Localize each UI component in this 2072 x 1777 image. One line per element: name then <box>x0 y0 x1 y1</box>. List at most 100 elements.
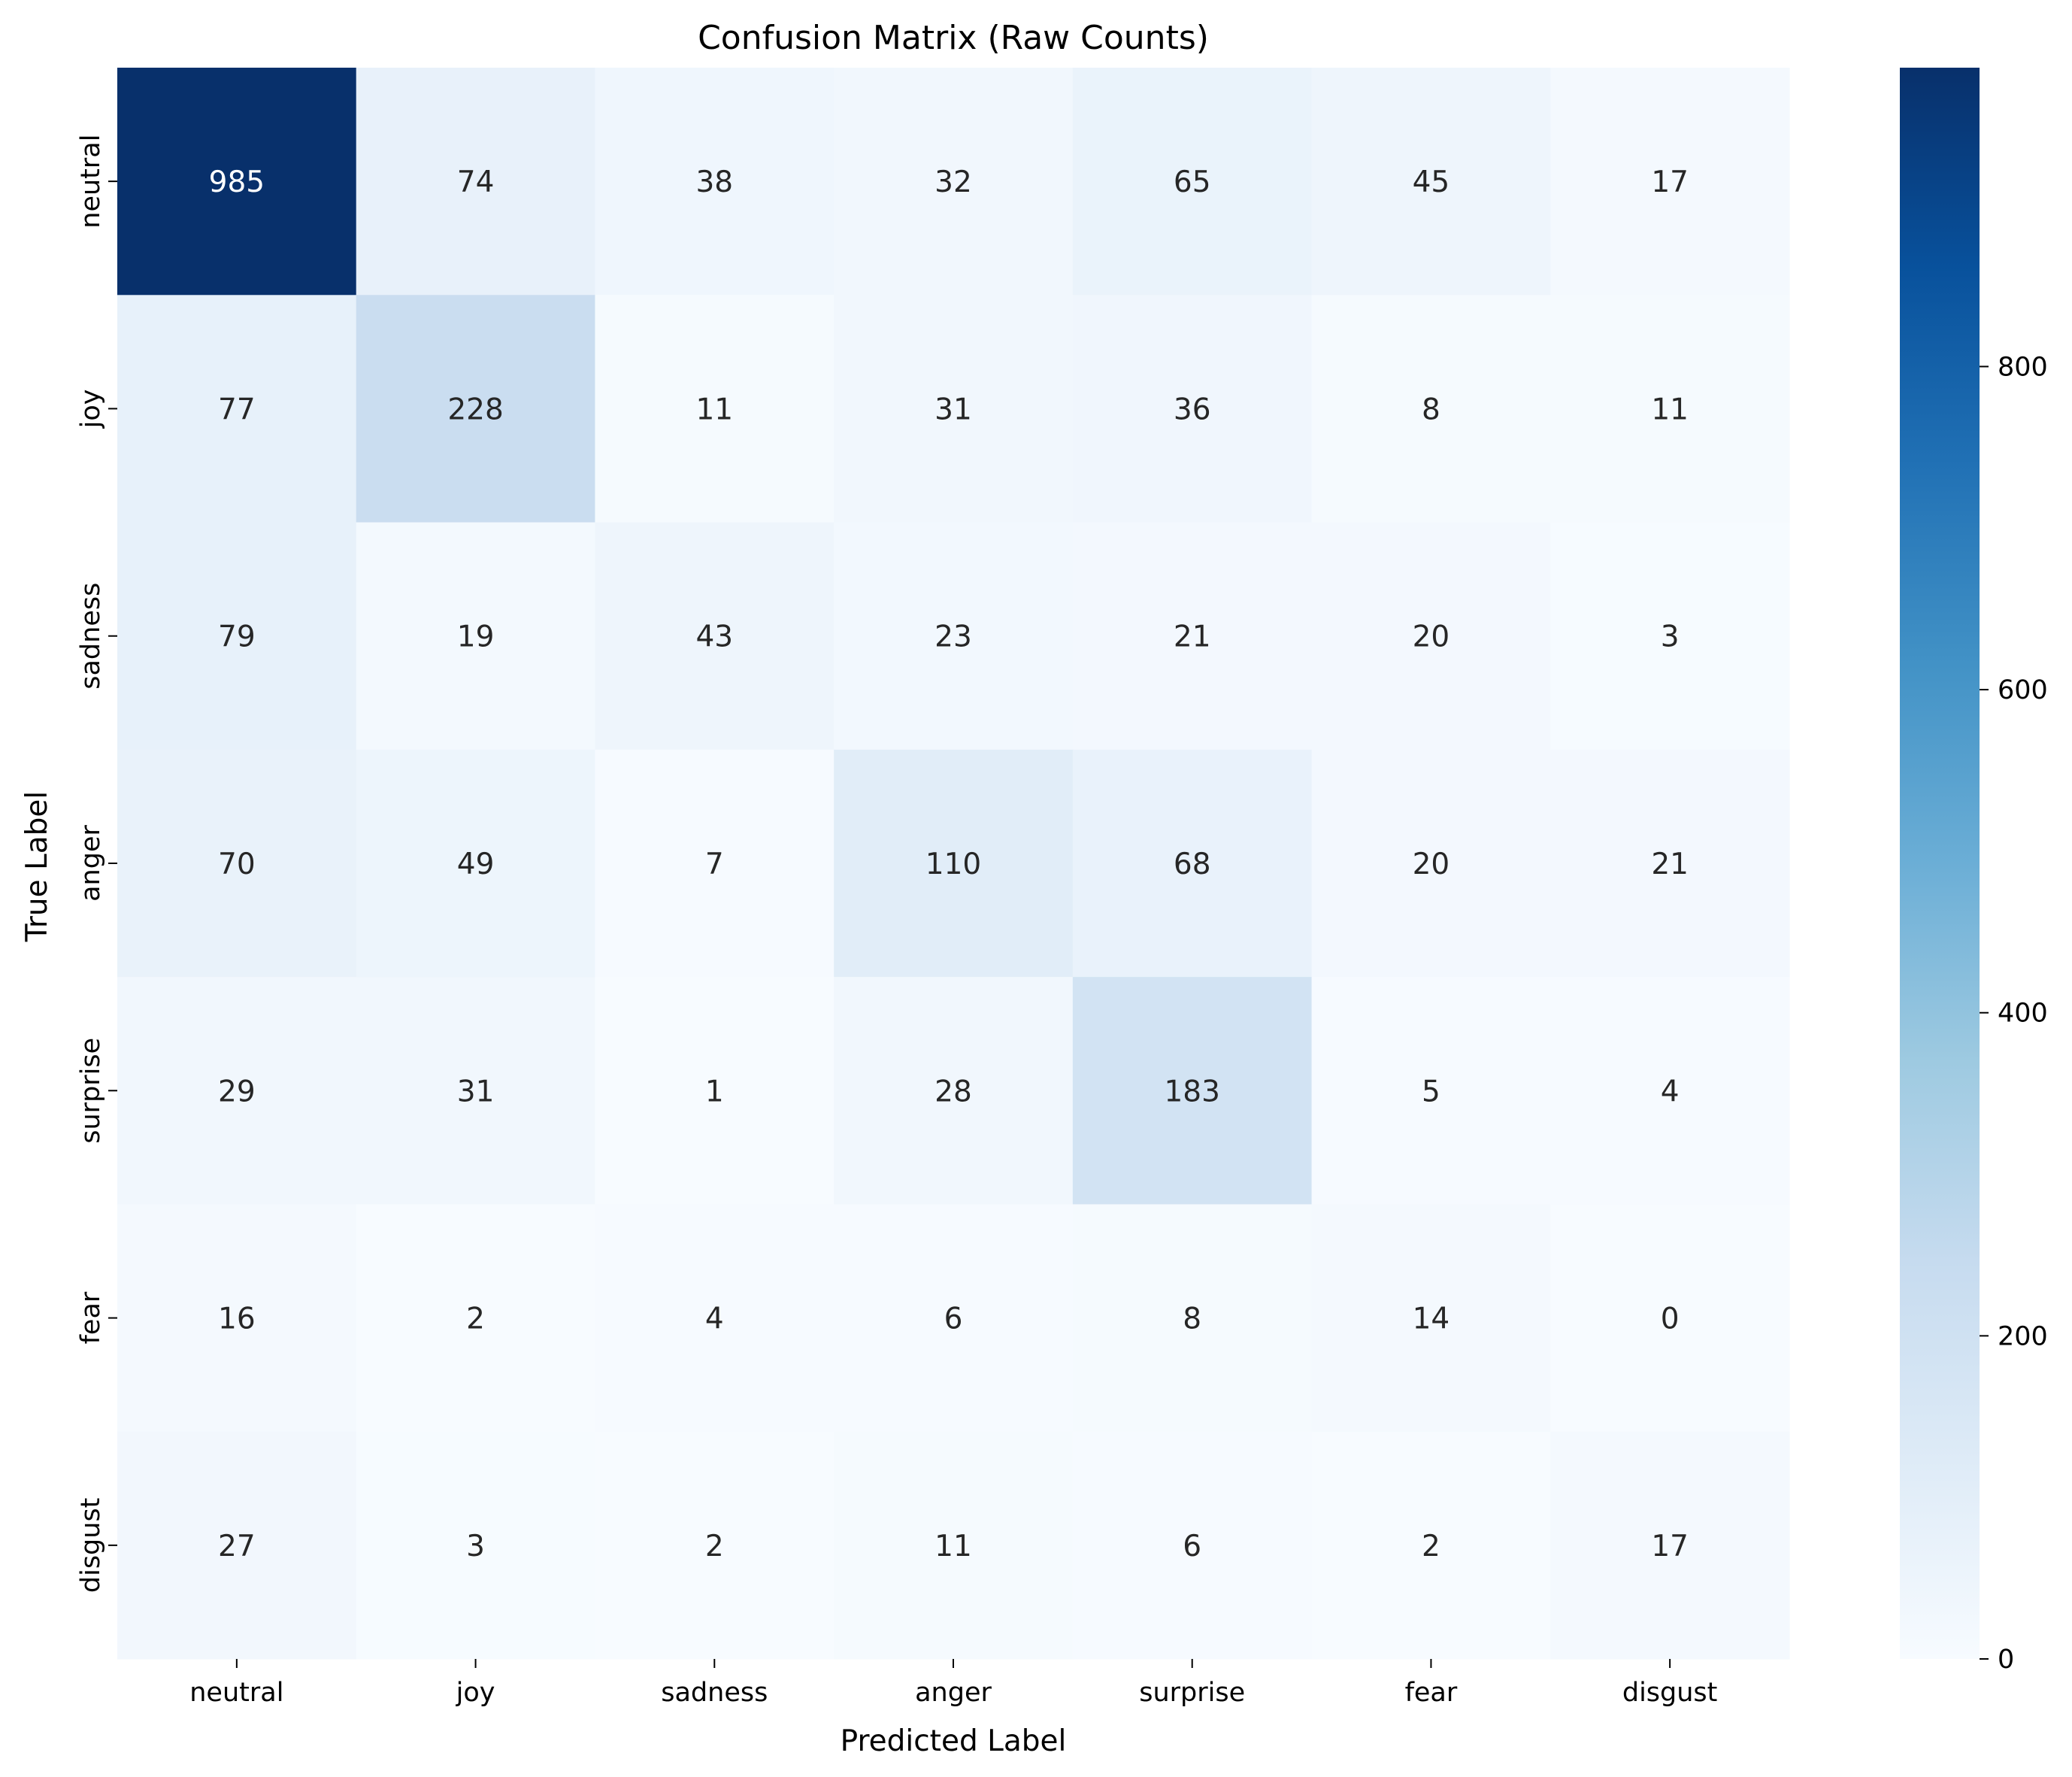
cell-value-label: 6 <box>944 1302 963 1336</box>
cell-value-label: 27 <box>218 1530 256 1563</box>
cell-value-label: 6 <box>1183 1530 1201 1563</box>
colorbar-tick-label: 400 <box>1998 999 2048 1029</box>
heatmap-cell <box>1311 749 1551 978</box>
heatmap-cell <box>834 295 1074 523</box>
cell-value-label: 43 <box>695 620 733 654</box>
cell-value-label: 3 <box>1661 620 1680 654</box>
heatmap-cell <box>356 295 596 523</box>
cell-value-label: 74 <box>457 165 495 199</box>
heatmap-cell <box>1072 749 1313 978</box>
cell-value-label: 110 <box>925 848 981 881</box>
cell-value-label: 2 <box>1422 1530 1440 1563</box>
cell-value-label: 17 <box>1651 1530 1689 1563</box>
cell-value-label: 21 <box>1174 620 1211 654</box>
cell-value-label: 11 <box>695 393 733 426</box>
heatmap-cell <box>1072 977 1313 1205</box>
y-tick-label: joy <box>76 389 106 429</box>
cell-value-label: 17 <box>1651 165 1689 199</box>
heatmap-cell <box>1311 295 1551 523</box>
cell-value-label: 183 <box>1164 1075 1219 1108</box>
cell-value-label: 2 <box>466 1302 485 1336</box>
y-tick-label: fear <box>76 1291 106 1344</box>
heatmap-cell <box>595 68 835 296</box>
cell-value-label: 228 <box>447 393 503 426</box>
heatmap-cell <box>834 522 1074 751</box>
cell-value-label: 8 <box>1183 1302 1201 1336</box>
colorbar-tick-label: 600 <box>1998 675 2048 705</box>
x-tick-label: surprise <box>1139 1678 1245 1708</box>
heatmap-cell <box>1550 1204 1790 1433</box>
cell-value-label: 19 <box>457 620 495 654</box>
heatmap-cell <box>356 1431 596 1660</box>
heatmap-cell <box>595 977 835 1205</box>
heatmap-cell <box>834 1431 1074 1660</box>
x-tick-label: neutral <box>189 1678 283 1708</box>
x-axis-label: Predicted Label <box>841 1724 1067 1758</box>
y-axis-label: True Label <box>20 791 54 942</box>
heatmap-cell <box>1072 1204 1313 1433</box>
heatmap-cell <box>595 295 835 523</box>
cell-value-label: 11 <box>1651 393 1689 426</box>
heatmap-cell <box>117 977 357 1205</box>
heatmap-cell <box>1072 295 1313 523</box>
y-tick-label: disgust <box>76 1498 106 1594</box>
chart-title: Confusion Matrix (Raw Counts) <box>698 19 1209 57</box>
heatmap-cell <box>834 68 1074 296</box>
cell-value-label: 5 <box>1422 1075 1440 1108</box>
cell-value-label: 79 <box>218 620 256 654</box>
cell-value-label: 77 <box>218 393 256 426</box>
heatmap-cell <box>117 295 357 523</box>
cell-value-label: 11 <box>935 1530 972 1563</box>
cell-value-label: 20 <box>1413 620 1450 654</box>
x-tick-label: sadness <box>661 1678 768 1708</box>
heatmap-cell <box>117 522 357 751</box>
x-tick-label: disgust <box>1622 1678 1718 1708</box>
colorbar: 0 200 400 600 800 <box>1900 68 2048 1675</box>
y-tick-label: neutral <box>76 135 106 229</box>
cell-value-label: 36 <box>1174 393 1211 426</box>
heatmap-cell <box>1311 522 1551 751</box>
heatmap-cell <box>1311 68 1551 296</box>
colorbar-tick-label: 200 <box>1998 1321 2048 1351</box>
x-tick-label: anger <box>915 1678 992 1708</box>
cell-value-label: 1 <box>705 1075 724 1108</box>
y-tick-label: surprise <box>76 1038 106 1144</box>
cell-value-label: 21 <box>1651 848 1689 881</box>
cell-value-label: 985 <box>209 165 265 199</box>
x-axis-ticks: neutral joy sadness anger surprise fear disgus… <box>189 1659 1717 1708</box>
cell-value-label: 65 <box>1174 165 1211 199</box>
heatmap-cell <box>1550 295 1790 523</box>
heatmap-cell <box>1072 68 1313 296</box>
colorbar-tick-label: 800 <box>1998 352 2048 382</box>
heatmap-cell <box>1550 749 1790 978</box>
cell-value-label: 29 <box>218 1075 256 1108</box>
cell-value-label: 4 <box>1661 1075 1680 1108</box>
cell-value-label: 45 <box>1413 165 1450 199</box>
y-axis-ticks: neutral joy sadness anger surprise fear disgus… <box>76 135 117 1594</box>
cell-value-label: 31 <box>935 393 972 426</box>
heatmap-cell <box>1072 522 1313 751</box>
heatmap-cell <box>834 977 1074 1205</box>
cell-value-label: 23 <box>935 620 972 654</box>
heatmap-cell <box>595 522 835 751</box>
heatmap-cell <box>595 1431 835 1660</box>
heatmap-cell <box>1311 1204 1551 1433</box>
cell-value-label: 32 <box>935 165 972 199</box>
cell-value-label: 3 <box>466 1530 485 1563</box>
heatmap-cell <box>356 977 596 1205</box>
cell-value-label: 4 <box>705 1302 724 1336</box>
heatmap-cell <box>117 1431 357 1660</box>
cell-value-label: 16 <box>218 1302 256 1336</box>
y-tick-label: sadness <box>76 583 106 690</box>
heatmap-cell <box>356 522 596 751</box>
heatmap-cell <box>1550 977 1790 1205</box>
heatmap-cell <box>834 749 1074 978</box>
heatmap-cell <box>1550 522 1790 751</box>
heatmap-cell <box>117 1204 357 1433</box>
heatmap-cell <box>834 1204 1074 1433</box>
heatmap-cell <box>1550 1431 1790 1660</box>
heatmap-cell <box>356 749 596 978</box>
heatmap-cell <box>1311 977 1551 1205</box>
